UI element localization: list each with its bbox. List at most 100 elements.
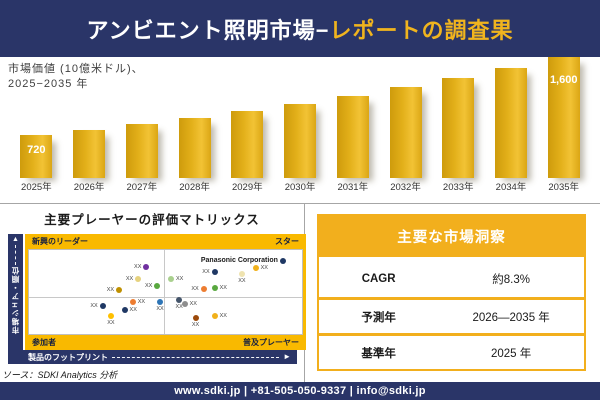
bar-column: 2029年: [221, 57, 274, 196]
bottom-panels: 主要プレーヤーの評価マトリックス ▲ 市場シェア・順位 新興のリーダー スター …: [0, 203, 600, 382]
bar: [336, 96, 369, 178]
dot-label: XX: [175, 276, 184, 283]
bar: [231, 111, 264, 178]
dot-label: XX: [260, 265, 268, 272]
dot-label: XX: [125, 276, 134, 283]
bar: [73, 130, 106, 178]
bar-column: 2030年: [274, 57, 327, 196]
bar: [389, 87, 422, 178]
dot-icon: [167, 276, 174, 283]
quadrant-label-bottom-right: 普及プレーヤー: [243, 338, 299, 347]
source-note: ソース：SDKI Analytics 分析: [2, 370, 118, 380]
arrow-up-icon: ▲: [12, 236, 19, 243]
bar: [284, 104, 317, 178]
player-matrix-section: 主要プレーヤーの評価マトリックス ▲ 市場シェア・順位 新興のリーダー スター …: [0, 204, 306, 382]
bar-year-label: 2030年: [284, 182, 316, 193]
dot-icon: [252, 265, 259, 272]
dot-icon: [99, 303, 106, 310]
dot-icon: [200, 286, 207, 293]
bar-year-label: 2029年: [231, 182, 263, 193]
matrix-wrap: ▲ 市場シェア・順位 新興のリーダー スター XX XX XX XX XX XX XX XX P…: [8, 232, 306, 364]
matrix-top-strip: 新興のリーダー スター: [28, 234, 303, 249]
dot-label: XX: [238, 277, 246, 284]
quadrant-label-top-left: 新興のリーダー: [32, 237, 88, 246]
bar-column: 2031年: [326, 57, 379, 196]
dot-icon: [135, 276, 142, 283]
bar: [442, 78, 475, 178]
quadrant-label-top-right: スター: [275, 237, 299, 246]
dot-label: XX: [106, 287, 115, 294]
bar-year-label: 2033年: [442, 182, 474, 193]
matrix-x-axis: 製品のフットプリント ►: [8, 350, 297, 364]
y-axis-label: 市場シェア・順位: [11, 266, 20, 334]
dot-icon: [157, 299, 164, 306]
insights-table-title: 主要な市場洞察: [319, 216, 584, 257]
dot-icon: [279, 257, 286, 264]
bar-column: 2032年: [379, 57, 432, 196]
chart-note-line1: 市場価値 (10億米ドル)、: [8, 63, 144, 75]
bar: 720: [20, 135, 53, 178]
dot-label: XX: [175, 303, 183, 310]
dot-icon: [176, 296, 183, 303]
insights-row-value: 2026—2035 年: [472, 311, 550, 324]
bar-value-label: 1,600: [549, 74, 578, 86]
insights-row-value: 2025 年: [490, 347, 532, 360]
bar-column: 720 2025年: [10, 57, 63, 196]
dot-icon: [154, 283, 161, 290]
dot-icon: [181, 300, 188, 307]
dot-label: XX: [137, 299, 146, 306]
bar-column: 1,600 2035年: [537, 57, 590, 196]
insights-row-value: 約8.3%: [492, 274, 530, 286]
page-title-main: アンビエント照明市場−: [86, 17, 330, 43]
header: アンビエント照明市場− レポートの調査果: [0, 0, 600, 57]
y-axis-dashed-line: [15, 245, 16, 265]
bar-value-label: 720: [27, 144, 46, 156]
dot-label: XX: [144, 283, 153, 290]
dot-icon: [192, 315, 199, 322]
bar-year-label: 2025年: [21, 182, 52, 193]
market-value-chart-section: 市場価値 (10億米ドル)、 2025−2035 年 720 2025年 2026年…: [0, 57, 600, 203]
dot-icon: [238, 270, 245, 277]
bar: 1,600: [547, 57, 580, 178]
insights-row-label: 予測年: [361, 311, 396, 324]
bar: [125, 124, 158, 178]
insights-row-label: CAGR: [361, 273, 396, 285]
bar-year-label: 2032年: [390, 182, 421, 193]
insights-table-rows: CAGR 約8.3% 予測年 2026—2035 年基準年 2025 年: [319, 257, 584, 369]
bar-column: 2033年: [432, 57, 485, 196]
dot-label: XX: [191, 286, 199, 293]
bar-year-label: 2034年: [495, 182, 527, 193]
dot-label: XX: [219, 284, 227, 291]
dot-label: XX: [191, 322, 200, 329]
page-title-accent: レポートの調査果: [329, 17, 514, 43]
insights-table: 主要な市場洞察 CAGR 約8.3% 予測年 2026—2035 年基準年 2025 年: [317, 214, 586, 371]
dot-icon: [129, 299, 136, 306]
dot-icon: [211, 268, 218, 275]
bar-chart: 720 2025年 2026年 2027年 2028年 2029年 2030年 2031年 20…: [10, 57, 590, 196]
company-label: Panasonic Corporation: [200, 256, 278, 264]
bar: [178, 118, 211, 178]
dot-label: XX: [129, 307, 137, 314]
matrix-y-axis: ▲ 市場シェア・順位: [8, 234, 23, 350]
insights-row-label: 基準年: [361, 347, 396, 360]
bar-year-label: 2027年: [126, 182, 158, 193]
insights-row: CAGR 約8.3%: [319, 261, 584, 297]
bar-column: 2027年: [115, 57, 168, 196]
bar: [494, 68, 527, 178]
quadrant-vertical-line: [163, 250, 165, 334]
bar-column: 2026年: [63, 57, 116, 196]
dot-label: XX: [134, 263, 142, 270]
dot-label: XX: [189, 300, 197, 307]
footer-contact-text: www.sdki.jp | +81-505-050-9337 | info@sd…: [174, 385, 426, 397]
dot-icon: [143, 263, 150, 270]
bar-year-label: 2026年: [73, 182, 105, 193]
chart-axis-note: 市場価値 (10億米ドル)、 2025−2035 年: [8, 62, 144, 92]
dot-icon: [121, 307, 128, 314]
insights-row: 基準年 2025 年: [319, 333, 584, 369]
bar-year-label: 2028年: [179, 182, 210, 193]
bar-column: 2028年: [168, 57, 221, 196]
x-axis-label: 製品のフットプリント: [28, 352, 108, 362]
dot-icon: [116, 287, 123, 294]
insights-row: 予測年 2026—2035 年: [319, 297, 584, 333]
dot-label: XX: [156, 306, 164, 313]
